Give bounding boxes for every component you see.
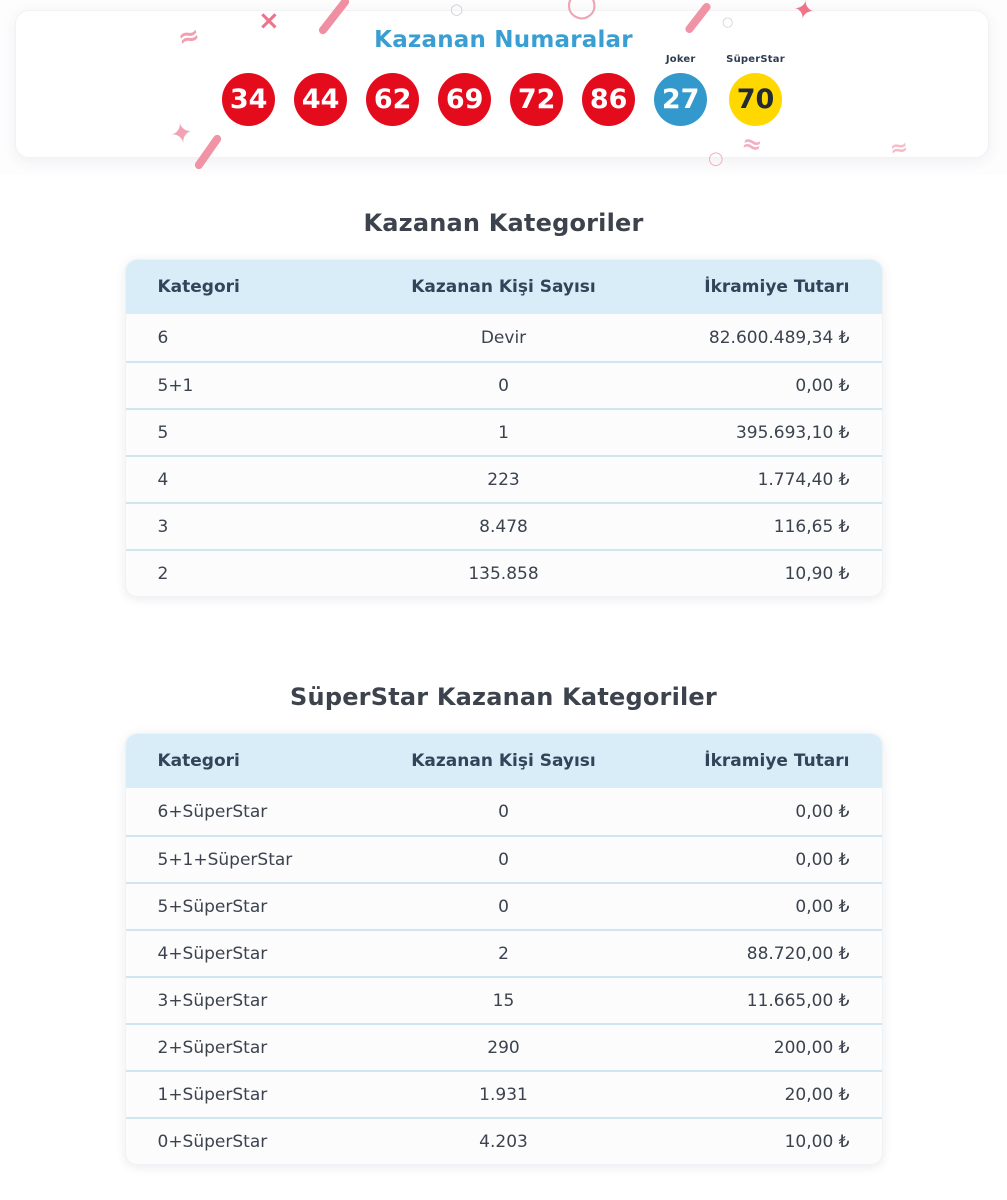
- cell-category: 2: [157, 563, 169, 584]
- cell-prize-amount: 10,00 ₺: [784, 1131, 850, 1152]
- cell-category: 3+SüperStar: [157, 990, 268, 1011]
- table-row: 1+SüperStar 1.931 20,00 ₺: [125, 1070, 882, 1117]
- categories-section: Kazanan Kategoriler Kategori Kazanan Kiş…: [0, 209, 1007, 597]
- table-body: 6+SüperStar 0 0,00 ₺ 5+1+SüperStar 0 0,00 ₺ 5+…: [125, 788, 882, 1164]
- ball-superstar: SüperStar 70: [726, 54, 785, 126]
- cell-prize-amount: 0,00 ₺: [795, 896, 850, 917]
- table-row: 3 8.478 116,65 ₺: [125, 502, 882, 549]
- table-row: 5+1+SüperStar 0 0,00 ₺: [125, 835, 882, 882]
- cell-winner-count: 290: [487, 1037, 520, 1058]
- ball-joker: Joker 27: [654, 54, 708, 126]
- cell-category: 4: [157, 469, 169, 490]
- cell-category: 5+SüperStar: [157, 896, 268, 917]
- column-header-winner-count: Kazanan Kişi Sayısı: [411, 751, 596, 771]
- cell-category: 5+1+SüperStar: [157, 849, 293, 870]
- cell-winner-count: 1.931: [479, 1084, 528, 1105]
- ball-main: 62: [366, 54, 420, 126]
- table-row: 5+1 0 0,00 ₺: [125, 361, 882, 408]
- cell-prize-amount: 200,00 ₺: [773, 1037, 850, 1058]
- cell-category: 6: [157, 327, 169, 348]
- cell-winner-count: 8.478: [479, 516, 528, 537]
- cell-winner-count: 135.858: [468, 563, 539, 584]
- cell-winner-count: 223: [487, 469, 520, 490]
- cell-prize-amount: 88.720,00 ₺: [746, 943, 850, 964]
- cell-category: 5: [157, 422, 169, 443]
- cell-category: 3: [157, 516, 169, 537]
- lottery-ball: 86: [582, 73, 636, 126]
- cell-category: 6+SüperStar: [157, 801, 268, 822]
- cell-prize-amount: 20,00 ₺: [784, 1084, 850, 1105]
- table-header: Kategori Kazanan Kişi Sayısı İkramiye Tu…: [125, 260, 882, 314]
- ball-group-label: Joker: [665, 54, 696, 65]
- table-row: 2+SüperStar 290 200,00 ₺: [125, 1023, 882, 1070]
- lottery-ball: 70: [729, 73, 782, 126]
- superstar-categories-section: SüperStar Kazanan Kategoriler Kategori K…: [0, 683, 1007, 1165]
- table-row: 4+SüperStar 2 88.720,00 ₺: [125, 929, 882, 976]
- cell-prize-amount: 1.774,40 ₺: [757, 469, 850, 490]
- cell-prize-amount: 0,00 ₺: [795, 375, 850, 396]
- ball-main: 72: [510, 54, 564, 126]
- cell-prize-amount: 116,65 ₺: [773, 516, 850, 537]
- cell-prize-amount: 0,00 ₺: [795, 849, 850, 870]
- column-header-prize-amount: İkramiye Tutarı: [704, 277, 850, 297]
- column-header-category: Kategori: [157, 751, 240, 771]
- winning-numbers-balls: 34 44 62 69 72 86 Joker 27 SüperStar 70: [0, 54, 1007, 126]
- column-header-prize-amount: İkramiye Tutarı: [704, 751, 850, 771]
- table-row: 5+SüperStar 0 0,00 ₺: [125, 882, 882, 929]
- ball-main: 34: [222, 54, 276, 126]
- cell-winner-count: 4.203: [479, 1131, 528, 1152]
- cell-category: 2+SüperStar: [157, 1037, 268, 1058]
- cell-winner-count: 0: [498, 896, 509, 917]
- winning-numbers-card: [15, 10, 989, 158]
- cell-prize-amount: 395.693,10 ₺: [735, 422, 850, 443]
- lottery-ball: 72: [510, 73, 564, 126]
- table-row: 2 135.858 10,90 ₺: [125, 549, 882, 596]
- cell-winner-count: 0: [498, 801, 509, 822]
- ball-main: 86: [582, 54, 636, 126]
- cell-category: 4+SüperStar: [157, 943, 268, 964]
- cell-prize-amount: 11.665,00 ₺: [746, 990, 850, 1011]
- cell-category: 0+SüperStar: [157, 1131, 268, 1152]
- winning-numbers-title: Kazanan Numaralar: [374, 27, 633, 53]
- cell-winner-count: 0: [498, 849, 509, 870]
- column-header-category: Kategori: [157, 277, 240, 297]
- superstar-categories-table: Kategori Kazanan Kişi Sayısı İkramiye Tu…: [124, 733, 883, 1165]
- table-row: 3+SüperStar 15 11.665,00 ₺: [125, 976, 882, 1023]
- lottery-ball: 44: [294, 73, 348, 126]
- cell-winner-count: 2: [498, 943, 509, 964]
- section-title: Kazanan Kategoriler: [363, 209, 644, 237]
- cell-category: 1+SüperStar: [157, 1084, 268, 1105]
- categories-table: Kategori Kazanan Kişi Sayısı İkramiye Tu…: [124, 259, 883, 597]
- cell-winner-count: 15: [492, 990, 515, 1011]
- lottery-ball: 62: [366, 73, 420, 126]
- cell-winner-count: 1: [498, 422, 509, 443]
- ball-main: 69: [438, 54, 492, 126]
- cell-prize-amount: 0,00 ₺: [795, 801, 850, 822]
- cell-category: 5+1: [157, 375, 194, 396]
- table-row: 4 223 1.774,40 ₺: [125, 455, 882, 502]
- table-row: 5 1 395.693,10 ₺: [125, 408, 882, 455]
- cell-winner-count: Devir: [480, 327, 527, 348]
- lottery-ball: 34: [222, 73, 276, 126]
- table-header: Kategori Kazanan Kişi Sayısı İkramiye Tu…: [125, 734, 882, 788]
- table-body: 6 Devir 82.600.489,34 ₺ 5+1 0 0,00 ₺ 5 1 395.693…: [125, 314, 882, 596]
- lottery-ball: 27: [654, 73, 708, 126]
- ball-group-label: SüperStar: [726, 54, 785, 65]
- lottery-ball: 69: [438, 73, 492, 126]
- table-row: 6+SüperStar 0 0,00 ₺: [125, 788, 882, 835]
- winning-numbers-banner: ≈ × ○ ○ ○ ✦ ✦ ≈ ○ ≈ Kazanan Numaralar 34 44 62 69 72 8…: [0, 0, 1007, 175]
- table-row: 6 Devir 82.600.489,34 ₺: [125, 314, 882, 361]
- table-row: 0+SüperStar 4.203 10,00 ₺: [125, 1117, 882, 1164]
- column-header-winner-count: Kazanan Kişi Sayısı: [411, 277, 596, 297]
- cell-prize-amount: 10,90 ₺: [784, 563, 850, 584]
- section-title: SüperStar Kazanan Kategoriler: [290, 683, 717, 711]
- ball-main: 44: [294, 54, 348, 126]
- cell-prize-amount: 82.600.489,34 ₺: [708, 327, 850, 348]
- cell-winner-count: 0: [498, 375, 509, 396]
